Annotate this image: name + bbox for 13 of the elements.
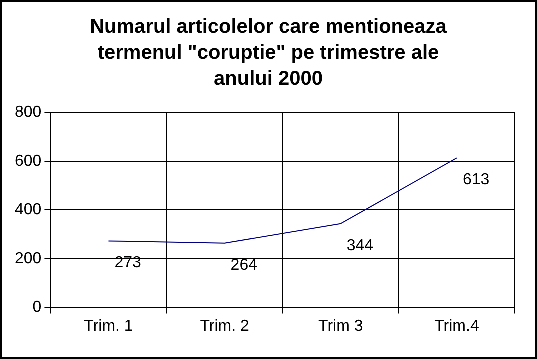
y-tick-label: 0 (32, 299, 42, 316)
x-tick-label: Trim. 1 (84, 318, 134, 335)
x-tick-label: Trim 3 (318, 318, 364, 335)
data-label: 344 (346, 237, 374, 254)
data-label: 264 (230, 256, 258, 274)
data-label: 613 (462, 172, 490, 189)
x-tick-label: Trim. 2 (200, 318, 250, 335)
y-tick-label: 400 (14, 202, 42, 219)
x-tick-label: Trim.4 (434, 318, 480, 335)
y-tick-label: 600 (14, 152, 42, 170)
y-tick-label: 200 (14, 250, 42, 268)
chart-title: Numarul articolelor care mentioneaza termenul "coruptie" pe trimestre ale anului 2000 (89, 15, 448, 92)
y-tick-label: 800 (14, 104, 42, 122)
